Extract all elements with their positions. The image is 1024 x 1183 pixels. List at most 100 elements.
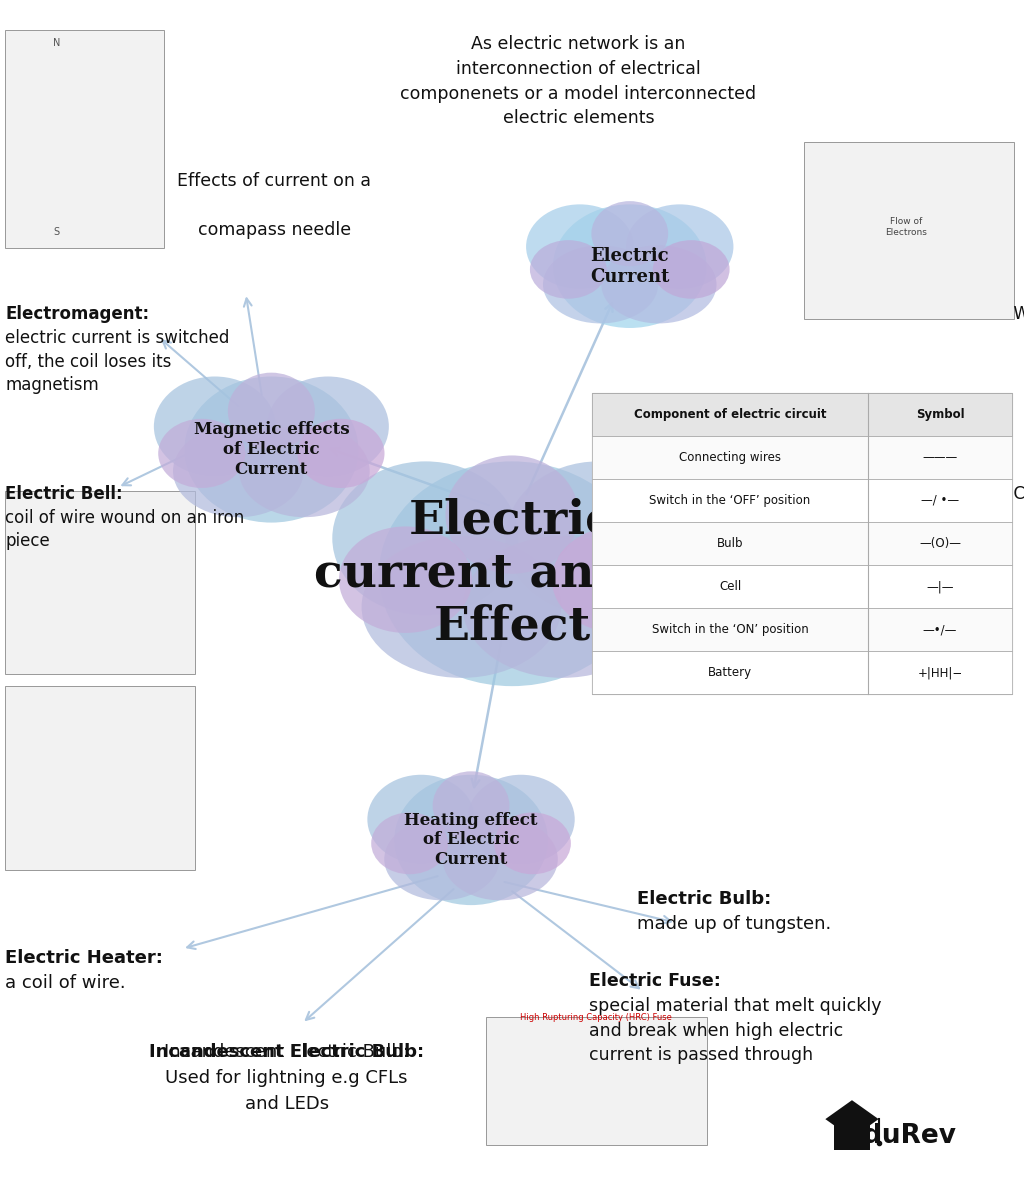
Text: electric current is switched: electric current is switched (5, 329, 229, 347)
Ellipse shape (778, 498, 844, 549)
Text: electric elements: electric elements (503, 110, 654, 128)
Text: EduRev: EduRev (846, 1123, 956, 1149)
Ellipse shape (361, 536, 561, 678)
Text: Heating effect
of Electric
Current: Heating effect of Electric Current (404, 812, 538, 868)
Ellipse shape (332, 461, 518, 615)
Bar (486, 1017, 707, 1145)
Text: comapass needle: comapass needle (198, 221, 351, 239)
Bar (592, 565, 1012, 608)
Bar (5, 686, 195, 870)
Text: Consists of a: Consists of a (1002, 485, 1024, 503)
Text: componenets or a model interconnected: componenets or a model interconnected (400, 85, 757, 103)
Bar (592, 393, 1012, 694)
Bar (804, 142, 1014, 319)
Ellipse shape (240, 425, 370, 517)
Ellipse shape (592, 201, 668, 266)
Bar (592, 393, 1012, 435)
Text: Electric Fuse:: Electric Fuse: (589, 972, 721, 990)
Ellipse shape (267, 376, 389, 477)
Text: made up of tungsten.: made up of tungsten. (637, 916, 831, 933)
Text: When: When (1002, 305, 1024, 323)
Bar (5, 30, 164, 248)
Text: Electric
current and its
Effect: Electric current and its Effect (313, 498, 711, 649)
Bar (834, 1119, 870, 1150)
Ellipse shape (372, 813, 449, 874)
Ellipse shape (530, 240, 606, 299)
Ellipse shape (552, 526, 685, 633)
Ellipse shape (445, 455, 579, 574)
Ellipse shape (683, 503, 782, 570)
Ellipse shape (368, 775, 475, 864)
Text: Electric
Components: Electric Components (699, 503, 816, 538)
Text: As electric network is an: As electric network is an (471, 35, 686, 53)
Ellipse shape (297, 419, 385, 487)
Ellipse shape (184, 376, 358, 523)
Text: —|—: —|— (927, 580, 953, 593)
Text: Effects of current on a: Effects of current on a (177, 172, 372, 189)
Text: ———: ——— (923, 451, 957, 464)
Bar (592, 479, 1012, 522)
Text: —•/—: —•/— (923, 623, 957, 636)
Text: Battery: Battery (708, 666, 753, 679)
Text: Magnetic effects
of Electric
Current: Magnetic effects of Electric Current (194, 421, 349, 478)
Polygon shape (825, 1100, 879, 1138)
Ellipse shape (227, 373, 315, 450)
Ellipse shape (384, 817, 500, 900)
Ellipse shape (394, 775, 548, 905)
Bar (592, 435, 1012, 479)
Text: Switch in the ‘ON’ position: Switch in the ‘ON’ position (651, 623, 809, 636)
Text: Symbol: Symbol (915, 408, 965, 421)
Ellipse shape (158, 419, 246, 487)
Bar (5, 491, 195, 674)
Ellipse shape (463, 536, 663, 678)
Text: Electric
Current: Electric Current (590, 247, 670, 285)
Ellipse shape (653, 240, 729, 299)
Text: and LEDs: and LEDs (245, 1094, 329, 1113)
Text: —/ •—: —/ •— (921, 494, 959, 508)
Text: special material that melt quickly: special material that melt quickly (589, 997, 882, 1015)
Ellipse shape (553, 205, 707, 328)
Text: N: N (52, 38, 60, 47)
Ellipse shape (154, 376, 275, 477)
Ellipse shape (672, 498, 737, 549)
Ellipse shape (433, 771, 510, 840)
Text: Electric Bell:: Electric Bell: (5, 485, 123, 503)
Text: Electric Heater:: Electric Heater: (5, 949, 163, 967)
Ellipse shape (526, 205, 634, 289)
Bar (592, 652, 1012, 694)
Text: and break when high electric: and break when high electric (589, 1022, 843, 1040)
Text: S: S (53, 227, 59, 237)
Text: current is passed through: current is passed through (589, 1047, 813, 1065)
Text: Incandescent Electric Bulb:: Incandescent Electric Bulb: (150, 1043, 424, 1061)
Ellipse shape (379, 461, 645, 686)
Text: interconnection of electrical: interconnection of electrical (456, 60, 701, 78)
Text: Used for lightning e.g CFLs: Used for lightning e.g CFLs (166, 1069, 408, 1087)
Text: Component of electric circuit: Component of electric circuit (634, 408, 826, 421)
Ellipse shape (626, 205, 733, 289)
Text: Electric Bulb:: Electric Bulb: (637, 890, 771, 907)
Ellipse shape (668, 466, 761, 541)
Bar (592, 608, 1012, 652)
Text: High Rupturing Capacity (HRC) Fuse: High Rupturing Capacity (HRC) Fuse (520, 1013, 672, 1022)
Text: Connecting wires: Connecting wires (679, 451, 781, 464)
Text: magnetism: magnetism (5, 376, 99, 394)
Text: Cell: Cell (719, 580, 741, 593)
Ellipse shape (725, 464, 791, 521)
Ellipse shape (442, 817, 558, 900)
Ellipse shape (506, 461, 692, 615)
Text: Flow of
Electrons: Flow of Electrons (886, 218, 927, 237)
Ellipse shape (733, 503, 833, 570)
Text: Electromagent:: Electromagent: (5, 305, 150, 323)
Text: —(O)—: —(O)— (919, 537, 962, 550)
Text: off, the coil loses its: off, the coil loses its (5, 353, 171, 370)
Text: piece: piece (5, 532, 50, 550)
Ellipse shape (691, 466, 824, 575)
Text: coil of wire wound on an iron: coil of wire wound on an iron (5, 509, 245, 526)
Text: Switch in the ‘OFF’ position: Switch in the ‘OFF’ position (649, 494, 811, 508)
Text: Incandescent Electric Bulb:: Incandescent Electric Bulb: (164, 1043, 410, 1061)
Ellipse shape (467, 775, 574, 864)
Text: Bulb: Bulb (717, 537, 743, 550)
Ellipse shape (339, 526, 472, 633)
Text: a coil of wire.: a coil of wire. (5, 975, 126, 993)
Text: +|HH|−: +|HH|− (918, 666, 963, 679)
